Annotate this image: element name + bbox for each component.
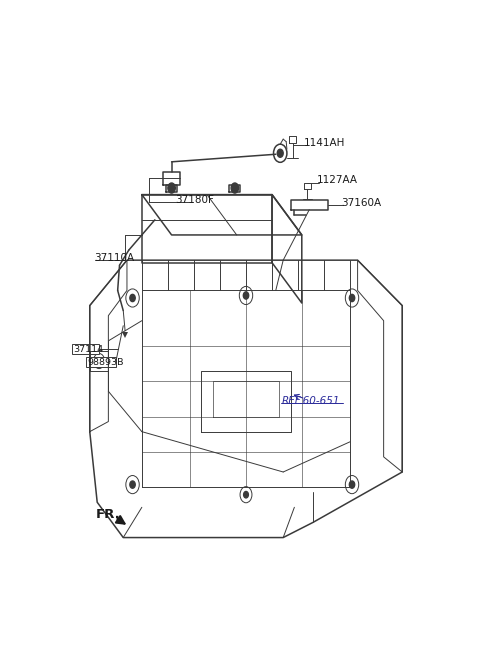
Circle shape: [277, 149, 283, 157]
Text: FR.: FR.: [96, 508, 120, 521]
Text: 37180F: 37180F: [175, 195, 214, 204]
Text: 98893B: 98893B: [87, 358, 124, 367]
Text: 37114: 37114: [73, 345, 104, 354]
Text: REF.60-651: REF.60-651: [281, 396, 340, 406]
FancyBboxPatch shape: [72, 345, 99, 354]
Circle shape: [349, 294, 355, 301]
Circle shape: [244, 491, 248, 498]
Text: 37110A: 37110A: [95, 253, 135, 263]
Circle shape: [168, 183, 175, 193]
Circle shape: [130, 294, 135, 301]
Circle shape: [243, 292, 249, 299]
Circle shape: [231, 183, 239, 193]
Text: 1127AA: 1127AA: [317, 176, 358, 185]
Circle shape: [349, 481, 355, 488]
Text: 1141AH: 1141AH: [304, 138, 345, 148]
FancyBboxPatch shape: [86, 357, 116, 367]
Text: 37160A: 37160A: [341, 198, 381, 208]
Circle shape: [130, 481, 135, 488]
